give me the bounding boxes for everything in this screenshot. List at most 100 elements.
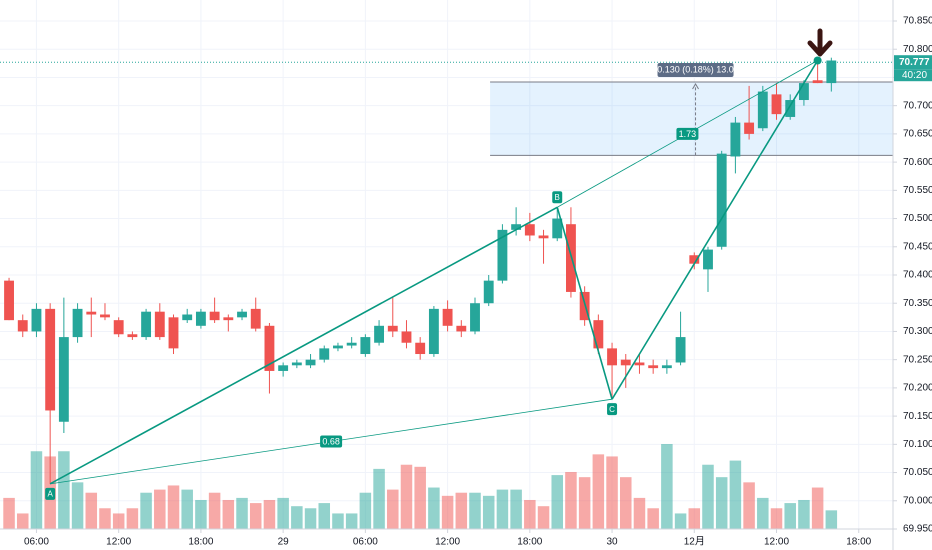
x-tick-label: 18:00	[846, 537, 871, 548]
volume-bar	[578, 477, 591, 529]
volume-bar	[565, 471, 577, 529]
candle-body	[4, 280, 14, 321]
volume-bar	[208, 492, 221, 529]
y-tick-label: 70.650	[903, 129, 932, 140]
volume-bar	[195, 499, 207, 529]
volume-bar	[126, 508, 139, 529]
candle-body	[428, 308, 439, 355]
candle-body	[415, 342, 426, 355]
volume-bar	[798, 499, 810, 529]
volume-bar	[58, 451, 70, 529]
candle-body	[497, 229, 508, 281]
y-tick-label: 70.100	[903, 439, 932, 450]
x-tick-label: 12:00	[435, 537, 460, 548]
volume-bar	[811, 487, 824, 529]
point-label-bg	[552, 191, 563, 204]
candle-body	[86, 311, 97, 315]
y-tick-label: 69.950	[903, 524, 932, 535]
ratio-label: 0.68	[322, 436, 340, 446]
candle-body	[648, 365, 659, 369]
volume-bar	[167, 485, 180, 529]
y-tick-label: 70.400	[903, 270, 932, 281]
candle-body	[264, 325, 275, 371]
y-tick-label: 70.200	[903, 383, 932, 394]
volume-bar	[537, 506, 550, 529]
candle-body	[319, 348, 330, 360]
volume-bar	[263, 499, 276, 529]
volume-bar	[112, 513, 125, 529]
volume-bar	[620, 477, 632, 529]
volume-bar	[3, 497, 15, 529]
candle-body	[716, 153, 727, 247]
candle-body	[72, 308, 83, 338]
candle-body	[278, 365, 289, 371]
volume-bar	[99, 508, 111, 529]
down-arrow	[807, 28, 833, 57]
x-tick-label: 18:00	[188, 537, 213, 548]
candle-body	[58, 337, 69, 422]
candle-body	[593, 320, 604, 349]
volume-bar	[825, 510, 838, 529]
volume-bar	[249, 503, 262, 529]
volume-bar	[140, 492, 152, 529]
x-tick-label: 06:00	[353, 537, 378, 548]
volume-bar	[181, 489, 193, 529]
volume-bar	[482, 495, 495, 529]
volume-bar	[277, 497, 289, 529]
candle-body	[401, 331, 412, 343]
y-tick-label: 70.250	[903, 354, 932, 365]
candle-body	[661, 365, 672, 369]
candle-body	[552, 218, 563, 239]
volume-bar	[674, 513, 687, 529]
measure-box	[490, 81, 893, 156]
candle-body	[826, 60, 837, 84]
ratio-label-bg	[676, 127, 699, 140]
volume-bar	[154, 489, 166, 529]
point-marker	[813, 56, 822, 65]
ratio-label: 1.73	[679, 129, 697, 139]
volume-bar	[551, 475, 563, 529]
volume-bar	[85, 492, 98, 529]
candle-body	[620, 359, 631, 366]
volume-bar	[510, 489, 522, 529]
y-tick-label: 70.550	[903, 185, 932, 196]
arrow-icon	[807, 28, 833, 57]
measure-arrowhead	[692, 82, 699, 90]
volume-bar	[414, 466, 426, 529]
candle-body	[127, 334, 138, 338]
volume-bar	[373, 468, 385, 529]
x-tick-label: 29	[278, 537, 290, 548]
volume-bar	[743, 482, 755, 529]
volume-bar	[345, 513, 358, 529]
point-label: A	[47, 489, 53, 498]
y-tick-label: 70.150	[903, 411, 932, 422]
candle-body	[333, 345, 343, 349]
volume-bar	[770, 508, 783, 529]
x-tick-label: 30	[606, 537, 618, 548]
candle-body	[250, 308, 261, 329]
volume-bar	[757, 497, 769, 529]
candle-body	[154, 311, 165, 338]
volume-bar	[469, 492, 481, 529]
volume-bar	[715, 477, 728, 529]
candle-body	[771, 94, 782, 115]
candle-body	[675, 337, 686, 363]
volume	[3, 444, 838, 529]
volume-bar	[16, 513, 29, 529]
volume-bar	[30, 451, 43, 529]
candle-body	[17, 320, 28, 332]
candle-body	[538, 235, 549, 239]
candle-body	[291, 362, 302, 366]
y-tick-label: 70.050	[903, 467, 932, 478]
pattern-leg	[611, 60, 819, 400]
candle-body	[757, 91, 768, 129]
volume-bar	[318, 503, 331, 529]
volume-bar	[236, 497, 248, 529]
candle-body	[45, 308, 56, 411]
volume-bar	[496, 489, 509, 529]
volume-bar	[359, 492, 372, 529]
pattern: 0.68 1.73 A B C	[45, 56, 822, 500]
